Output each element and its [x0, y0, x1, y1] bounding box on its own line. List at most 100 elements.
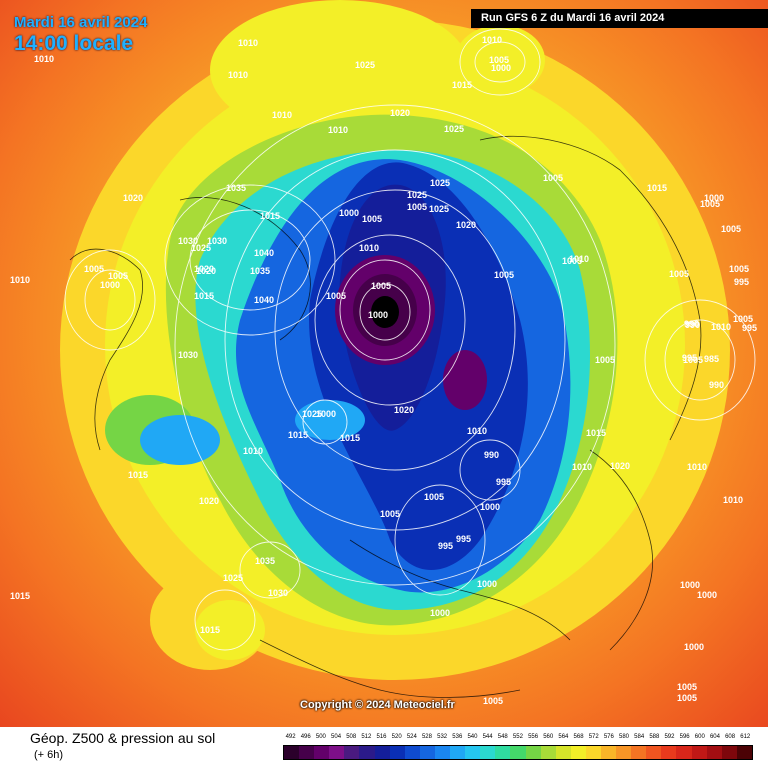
scale-swatch [374, 746, 390, 759]
pressure-label: 1010 [482, 35, 502, 45]
pressure-label: 1005 [424, 492, 444, 502]
weather-map: 1010 1010 1010 1025 1010 1005 1000 1015 1010 1020… [0, 0, 768, 727]
scale-swatch [736, 746, 752, 759]
pressure-label: 1025 [429, 204, 449, 214]
scale-label: 552 [512, 734, 523, 740]
pressure-label: 1010 [243, 446, 263, 456]
low-core [335, 184, 487, 431]
pressure-label: 990 [685, 320, 700, 330]
pressure-label: 1005 [729, 264, 749, 274]
scale-swatch [570, 746, 586, 759]
forecast-local-time: 14:00 locale [14, 32, 134, 55]
scale-label: 580 [619, 734, 630, 740]
pressure-label: 1030 [207, 236, 227, 246]
pressure-label: 1005 [494, 270, 514, 280]
pressure-label: 1010 [272, 110, 292, 120]
pressure-label: 1015 [194, 291, 214, 301]
scale-label: 532 [437, 734, 448, 740]
scale-swatch [450, 746, 466, 759]
parameter-title: Géop. Z500 & pression au sol [30, 730, 216, 746]
pressure-label: 1000 [480, 502, 500, 512]
legend-panel: Géop. Z500 & pression au sol (+ 6h) 492 4… [0, 727, 768, 768]
pressure-label: 1035 [226, 183, 246, 193]
scale-label: 604 [709, 734, 720, 740]
scale-label: 568 [573, 734, 584, 740]
pressure-label: 1005 [362, 214, 382, 224]
scale-swatch [691, 746, 707, 759]
pressure-label: 1020 [199, 496, 219, 506]
pressure-label: 1030 [178, 350, 198, 360]
pressure-label: 1000 [368, 310, 388, 320]
scale-swatch [480, 746, 496, 759]
scale-swatch [329, 746, 345, 759]
pressure-label: 1005 [489, 55, 509, 65]
pressure-label: 990 [484, 450, 499, 460]
scale-label: 564 [558, 734, 569, 740]
pressure-label: 1000 [684, 642, 704, 652]
pressure-label: 1005 [677, 693, 697, 703]
scale-label: 592 [664, 734, 675, 740]
pressure-label: 1005 [84, 264, 104, 274]
pressure-label: 1000 [316, 409, 336, 419]
pressure-label: 1015 [10, 591, 30, 601]
pressure-label: 1010 [328, 125, 348, 135]
pressure-label: 1025 [191, 243, 211, 253]
scale-swatch [284, 746, 300, 759]
pressure-label: 1025 [444, 124, 464, 134]
pressure-label: 1040 [254, 248, 274, 258]
pressure-label: 1005 [733, 314, 753, 324]
pressure-label: 1005 [683, 355, 703, 365]
pressure-label: 1010 [711, 322, 731, 332]
scale-label: 528 [421, 734, 432, 740]
pressure-label: 1015 [128, 470, 148, 480]
scale-swatch [631, 746, 647, 759]
pressure-label: 1040 [254, 295, 274, 305]
scale-swatch [495, 746, 511, 759]
scale-label: 500 [315, 734, 326, 740]
isobars [64, 28, 756, 651]
pressure-label: 1030 [268, 588, 288, 598]
pressure-label: 995 [742, 323, 757, 333]
run-info-banner: Run GFS 6 Z du Mardi 16 avril 2024 [471, 9, 768, 28]
scale-label: 596 [679, 734, 690, 740]
scale-swatch [646, 746, 662, 759]
pressure-label: 1005 [669, 269, 689, 279]
scale-label: 548 [497, 734, 508, 740]
scale-swatch [299, 746, 315, 759]
pressure-label: 1010 [723, 495, 743, 505]
scale-swatch [314, 746, 330, 759]
pressure-label: 995 [456, 534, 471, 544]
scale-label: 536 [452, 734, 463, 740]
pressure-label: 990 [684, 319, 699, 329]
scale-swatch [721, 746, 737, 759]
pressure-label: 1020 [456, 220, 476, 230]
pressure-label: 1000 [477, 579, 497, 589]
pressure-label: 1010 [572, 462, 592, 472]
scale-swatch [419, 746, 435, 759]
pressure-label: 1000 [697, 590, 717, 600]
pressure-label: 1035 [255, 556, 275, 566]
scale-label: 612 [740, 734, 751, 740]
scale-swatch [661, 746, 677, 759]
pressure-label: 1005 [108, 271, 128, 281]
scale-label: 516 [376, 734, 387, 740]
pressure-label: 1015 [288, 430, 308, 440]
pressure-label: 1015 [200, 625, 220, 635]
pressure-label: 1005 [407, 202, 427, 212]
pressure-label: 1000 [680, 580, 700, 590]
pressure-label: 1020 [394, 405, 414, 415]
scale-label: 512 [361, 734, 372, 740]
color-scale-labels: 492 496 500 504 508 512 516 520 524 528 532 536 540 5… [283, 734, 753, 740]
pressure-label: 995 [496, 477, 511, 487]
pressure-label: 1005 [677, 682, 697, 692]
scale-swatch [344, 746, 360, 759]
scale-label: 544 [482, 734, 493, 740]
pressure-label: 1010 [238, 38, 258, 48]
pressure-label: 995 [682, 353, 697, 363]
pressure-label: 1000 [339, 208, 359, 218]
scale-label: 608 [725, 734, 736, 740]
pressure-label: 1020 [123, 193, 143, 203]
scale-label: 540 [467, 734, 478, 740]
scale-label: 520 [391, 734, 402, 740]
pressure-label: 1005 [326, 291, 346, 301]
